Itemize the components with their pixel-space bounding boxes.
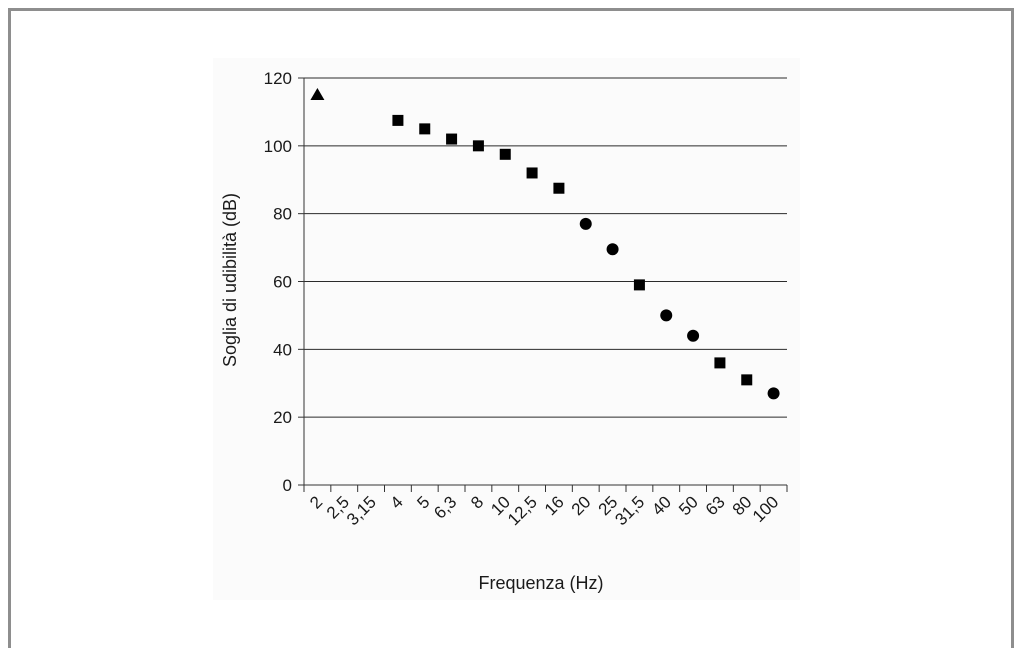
x-tick-label: 12,5	[504, 492, 541, 529]
square-marker	[392, 114, 404, 126]
x-tick-label: 31,5	[611, 492, 648, 529]
chart-panel	[213, 58, 800, 600]
y-tick-label: 100	[264, 137, 292, 156]
circle-marker	[660, 309, 673, 322]
circle-marker	[579, 217, 592, 230]
axes	[298, 77, 788, 492]
square-marker	[526, 167, 538, 179]
y-tick-label: 40	[273, 340, 292, 359]
y-tick-label: 80	[273, 205, 292, 224]
y-axis-title: Soglia di udibilità (dB)	[220, 193, 240, 367]
x-tick-label: 4	[387, 492, 407, 512]
data-markers	[310, 87, 780, 400]
square-marker	[446, 133, 458, 145]
grid-lines	[304, 77, 787, 418]
y-tick-label: 20	[273, 408, 292, 427]
circle-marker	[687, 329, 700, 342]
square-marker	[472, 140, 484, 152]
circle-marker	[606, 243, 619, 256]
x-axis-title: Frequenza (Hz)	[478, 573, 603, 593]
x-tick-label: 6,3	[430, 492, 460, 522]
square-marker	[499, 148, 511, 160]
triangle-marker	[310, 87, 325, 100]
x-tick-label: 16	[541, 492, 568, 519]
circle-marker	[767, 387, 780, 400]
y-tick-label: 0	[283, 476, 292, 495]
x-tick-label: 63	[702, 492, 729, 519]
x-tick-label: 3,15	[343, 492, 380, 529]
square-marker	[714, 357, 726, 369]
x-tick-label: 20	[568, 492, 595, 519]
x-tick-label: 50	[675, 492, 702, 519]
square-marker	[633, 279, 645, 291]
y-tick-labels: 0 20 40 60 80 100 120	[264, 69, 292, 495]
y-tick-label: 60	[273, 273, 292, 292]
x-tick-label: 8	[467, 492, 487, 512]
square-marker	[741, 374, 753, 386]
x-tick-label: 40	[648, 492, 675, 519]
square-marker	[553, 182, 565, 194]
x-tick-label: 100	[749, 492, 782, 525]
square-marker	[419, 123, 431, 135]
y-tick-label: 120	[264, 69, 292, 88]
